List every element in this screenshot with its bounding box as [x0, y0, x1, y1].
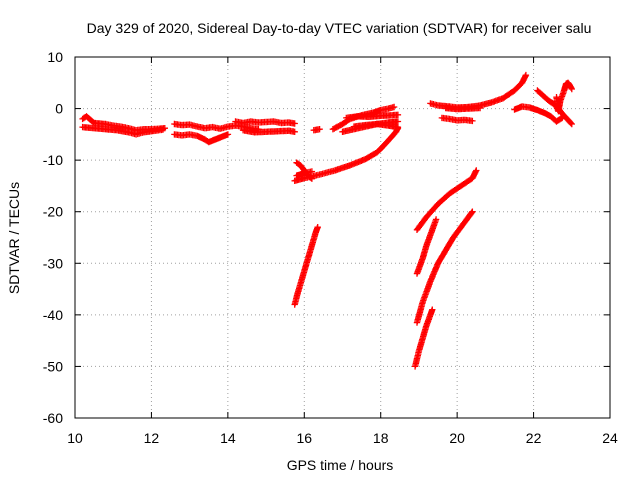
series-arc-17: [413, 208, 476, 326]
data-point-markers: [442, 104, 484, 113]
series-arc-2: [79, 123, 167, 138]
x-tick-label: 24: [602, 430, 618, 446]
data-point-markers: [413, 167, 480, 233]
data-point-markers: [291, 125, 402, 184]
series-arc-5: [232, 118, 298, 127]
data-point-markers: [79, 123, 167, 138]
data-point-markers: [438, 114, 476, 125]
plot-frame: [74, 56, 611, 419]
series-arc-10: [293, 168, 316, 179]
data-point-markers: [553, 94, 575, 128]
data-point-markers: [413, 216, 440, 277]
y-axis-label: SDTVAR / TECUs: [6, 182, 22, 294]
data-point-markers: [171, 120, 262, 133]
data-point-markers: [171, 131, 232, 146]
x-tick-label: 18: [373, 430, 389, 446]
y-tick-label: -30: [43, 255, 63, 271]
series-arc-20: [427, 71, 530, 111]
x-tick-label: 14: [220, 430, 236, 446]
x-tick-label: 20: [449, 430, 465, 446]
x-tick-label: 12: [144, 430, 160, 446]
y-tick-label: -20: [43, 204, 63, 220]
data-point-markers: [239, 127, 298, 136]
series-arc-6: [239, 127, 298, 136]
data-point-markers: [232, 118, 298, 127]
y-tick-label: -10: [43, 152, 63, 168]
data-point-markers: [350, 120, 402, 131]
x-tick-label: 10: [67, 430, 83, 446]
series-arc-9: [291, 125, 402, 184]
series-arc-21: [438, 114, 476, 125]
data-point-markers: [411, 306, 436, 370]
x-tick-label: 16: [296, 430, 312, 446]
series-arc-16: [411, 306, 436, 370]
series-arc-15: [350, 120, 402, 131]
series-arc-11: [310, 126, 323, 134]
y-tick-label: -50: [43, 358, 63, 374]
data-point-markers: [310, 126, 323, 134]
series-arc-19: [413, 167, 480, 233]
series-arc-23: [511, 103, 566, 125]
data-point-markers: [343, 111, 402, 122]
grid: [75, 57, 610, 418]
y-tick-label: -40: [43, 307, 63, 323]
axis-ticks: 10 12 14 16 18 20 22 24 -60 -50 -40 -30 -20 -10 0 10: [43, 49, 618, 446]
data-points: [79, 71, 575, 370]
y-tick-label: 0: [55, 101, 63, 117]
series-arc-18: [413, 216, 440, 277]
data-point-markers: [427, 71, 530, 111]
y-tick-label: 10: [47, 49, 63, 65]
x-tick-label: 22: [526, 430, 542, 446]
series-arc-4: [171, 131, 232, 146]
series-arc-25: [553, 94, 575, 128]
series-arc-3: [171, 120, 262, 133]
data-point-markers: [291, 224, 321, 308]
series-arc-7: [291, 224, 321, 308]
data-point-markers: [511, 103, 566, 125]
data-point-markers: [413, 208, 476, 326]
y-tick-label: -60: [43, 410, 63, 426]
chart-title: Day 329 of 2020, Sidereal Day-to-day VTE…: [87, 20, 592, 36]
data-point-markers: [293, 168, 316, 179]
series-arc-22: [442, 104, 484, 113]
series-arc-14: [343, 111, 402, 122]
x-axis-label: GPS time / hours: [287, 457, 394, 473]
